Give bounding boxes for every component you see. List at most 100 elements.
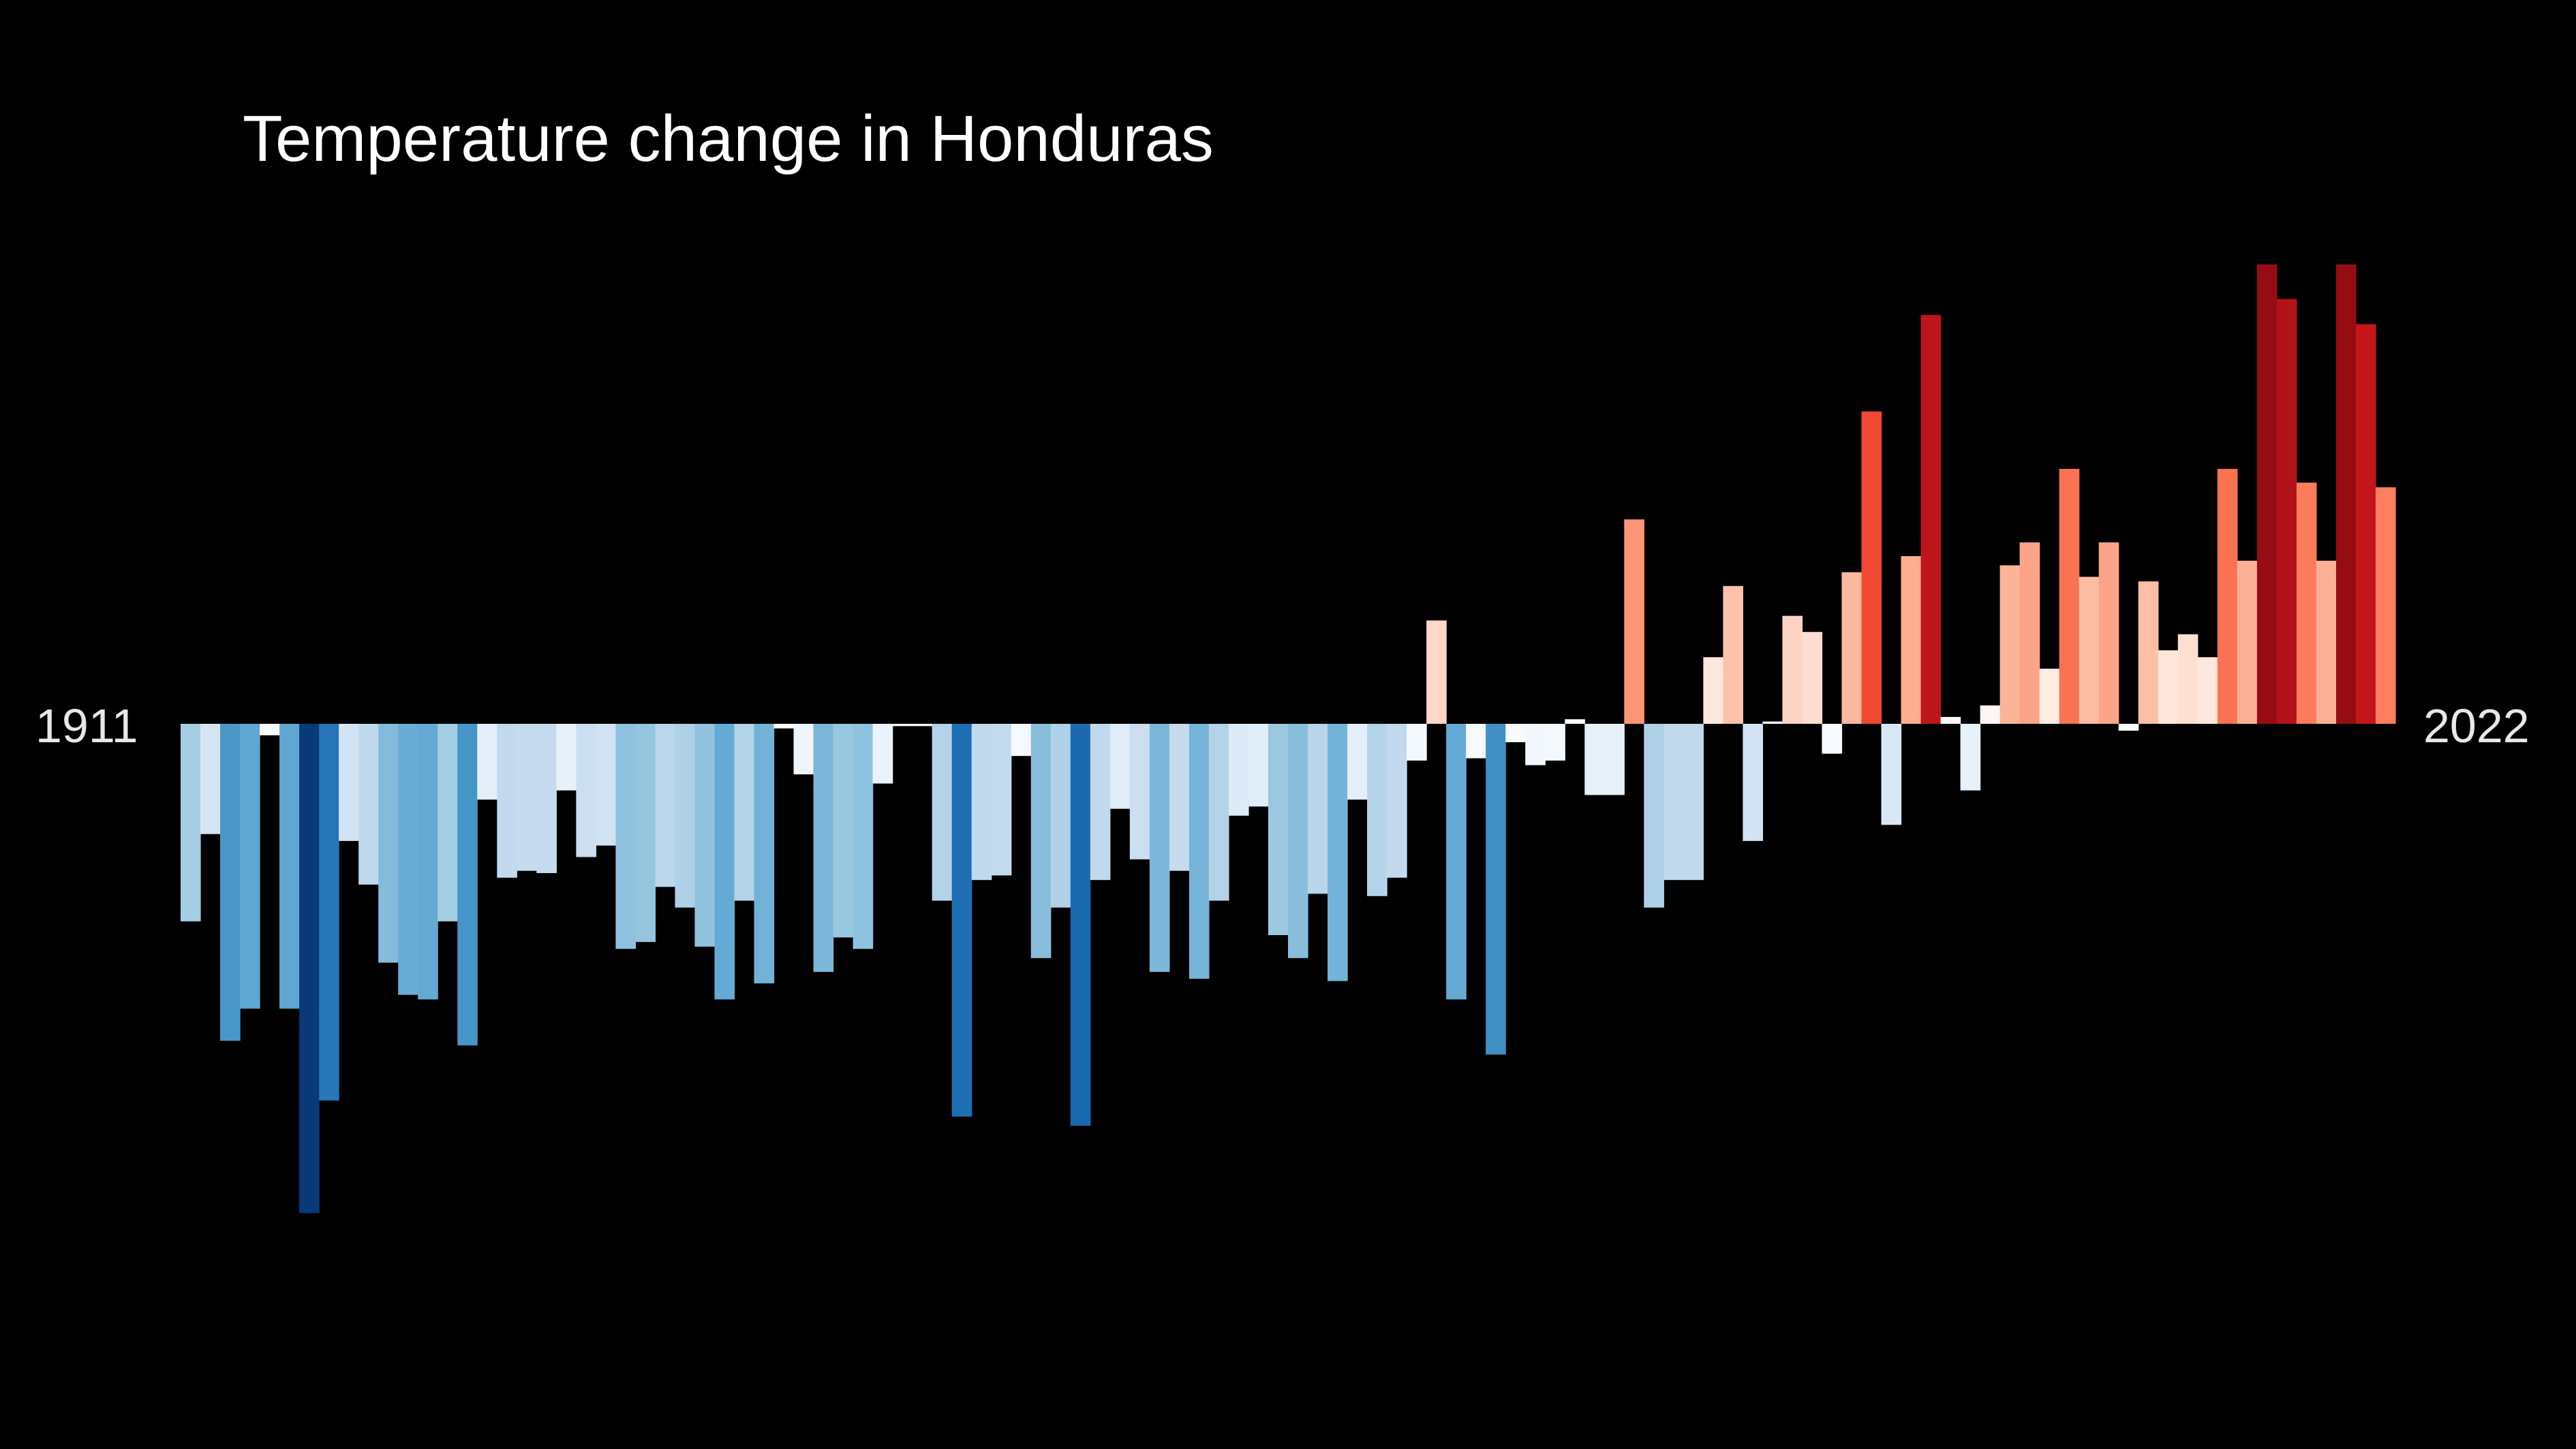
bar-1951 bbox=[971, 724, 992, 881]
bar-1939 bbox=[734, 724, 755, 901]
bar-1957 bbox=[1090, 724, 1111, 881]
bar-2013 bbox=[2197, 657, 2218, 724]
chart-title: Temperature change in Honduras bbox=[243, 102, 1214, 175]
bar-1927 bbox=[497, 724, 517, 878]
bar-2008 bbox=[2098, 542, 2119, 724]
bar-1959 bbox=[1129, 724, 1150, 859]
bar-2014 bbox=[2217, 468, 2238, 724]
bar-1960 bbox=[1149, 724, 1170, 972]
bar-2002 bbox=[1980, 705, 2001, 724]
bar-1982 bbox=[1584, 724, 1605, 795]
bar-2021 bbox=[2355, 324, 2376, 724]
bar-1984 bbox=[1624, 519, 1644, 724]
bar-1973 bbox=[1407, 724, 1427, 761]
bar-1948 bbox=[912, 724, 933, 727]
bar-1944 bbox=[833, 724, 854, 938]
bar-1922 bbox=[398, 724, 418, 995]
bar-1969 bbox=[1328, 724, 1348, 981]
bar-1977 bbox=[1486, 724, 1506, 1055]
bar-2007 bbox=[2079, 577, 2100, 724]
bar-1943 bbox=[813, 724, 834, 972]
bar-1940 bbox=[754, 724, 775, 983]
bar-1925 bbox=[457, 724, 478, 1046]
bar-1961 bbox=[1169, 724, 1190, 871]
bar-2011 bbox=[2158, 650, 2179, 724]
bar-2003 bbox=[1999, 565, 2021, 724]
bar-1949 bbox=[932, 724, 953, 901]
bar-2004 bbox=[2019, 542, 2040, 724]
bar-1920 bbox=[358, 724, 379, 885]
bar-1967 bbox=[1288, 724, 1308, 958]
bar-1919 bbox=[339, 724, 359, 841]
bar-1945 bbox=[853, 724, 874, 949]
bar-2009 bbox=[2118, 724, 2139, 731]
bar-1993 bbox=[1802, 632, 1823, 724]
bar-1999 bbox=[1920, 315, 1942, 724]
bar-2017 bbox=[2276, 299, 2297, 724]
bar-1946 bbox=[872, 724, 893, 784]
bar-1976 bbox=[1466, 724, 1486, 759]
bar-1956 bbox=[1070, 724, 1091, 1126]
bar-2020 bbox=[2335, 264, 2357, 724]
bar-1970 bbox=[1347, 724, 1368, 800]
bar-1987 bbox=[1683, 724, 1704, 881]
bar-1988 bbox=[1703, 657, 1723, 724]
bar-1916 bbox=[279, 724, 300, 1009]
bar-1917 bbox=[299, 724, 320, 1213]
bar-1926 bbox=[477, 724, 497, 800]
bar-1998 bbox=[1901, 555, 1922, 724]
bar-1931 bbox=[576, 724, 596, 857]
bar-2000 bbox=[1940, 716, 1961, 724]
bar-1966 bbox=[1268, 724, 1289, 936]
bar-1991 bbox=[1762, 721, 1783, 724]
bar-1929 bbox=[536, 724, 557, 874]
bar-1958 bbox=[1109, 724, 1131, 809]
bar-1968 bbox=[1308, 724, 1328, 894]
bar-1953 bbox=[1011, 724, 1032, 757]
bar-1995 bbox=[1841, 572, 1862, 724]
bar-1980 bbox=[1545, 724, 1565, 761]
bar-1942 bbox=[793, 724, 814, 775]
bar-1937 bbox=[694, 724, 716, 947]
bar-1952 bbox=[991, 724, 1012, 876]
bar-1941 bbox=[773, 724, 795, 729]
bar-1934 bbox=[635, 724, 656, 943]
bar-1928 bbox=[517, 724, 537, 871]
bar-1950 bbox=[951, 724, 972, 1117]
bar-1954 bbox=[1030, 724, 1052, 958]
bar-1955 bbox=[1050, 724, 1071, 908]
bar-2022 bbox=[2375, 487, 2396, 724]
bar-1914 bbox=[240, 724, 260, 1009]
bar-1983 bbox=[1604, 724, 1625, 795]
bar-1912 bbox=[200, 724, 221, 834]
bar-1971 bbox=[1367, 724, 1387, 896]
bar-1947 bbox=[892, 724, 913, 727]
bar-2005 bbox=[2039, 669, 2060, 724]
bar-1936 bbox=[675, 724, 696, 908]
bar-1992 bbox=[1782, 615, 1803, 724]
bar-2018 bbox=[2296, 483, 2317, 724]
bar-1915 bbox=[260, 724, 280, 735]
bar-1997 bbox=[1881, 724, 1902, 825]
bar-2015 bbox=[2237, 560, 2258, 724]
bar-2006 bbox=[2059, 468, 2080, 724]
bar-1974 bbox=[1426, 620, 1447, 724]
bar-1972 bbox=[1387, 724, 1407, 878]
start-year-label: 1911 bbox=[35, 699, 138, 752]
bar-1921 bbox=[378, 724, 399, 963]
bar-1979 bbox=[1525, 724, 1546, 765]
bar-1918 bbox=[319, 724, 339, 1101]
bar-1913 bbox=[220, 724, 241, 1041]
bar-1978 bbox=[1505, 724, 1526, 742]
bar-2010 bbox=[2138, 581, 2159, 724]
bar-1933 bbox=[615, 724, 637, 949]
bar-1935 bbox=[655, 724, 676, 887]
bar-1994 bbox=[1822, 724, 1843, 754]
bar-1989 bbox=[1723, 585, 1744, 724]
bar-2019 bbox=[2316, 560, 2337, 724]
bar-2012 bbox=[2177, 634, 2198, 724]
bar-2001 bbox=[1960, 724, 1981, 791]
bar-1924 bbox=[438, 724, 458, 921]
